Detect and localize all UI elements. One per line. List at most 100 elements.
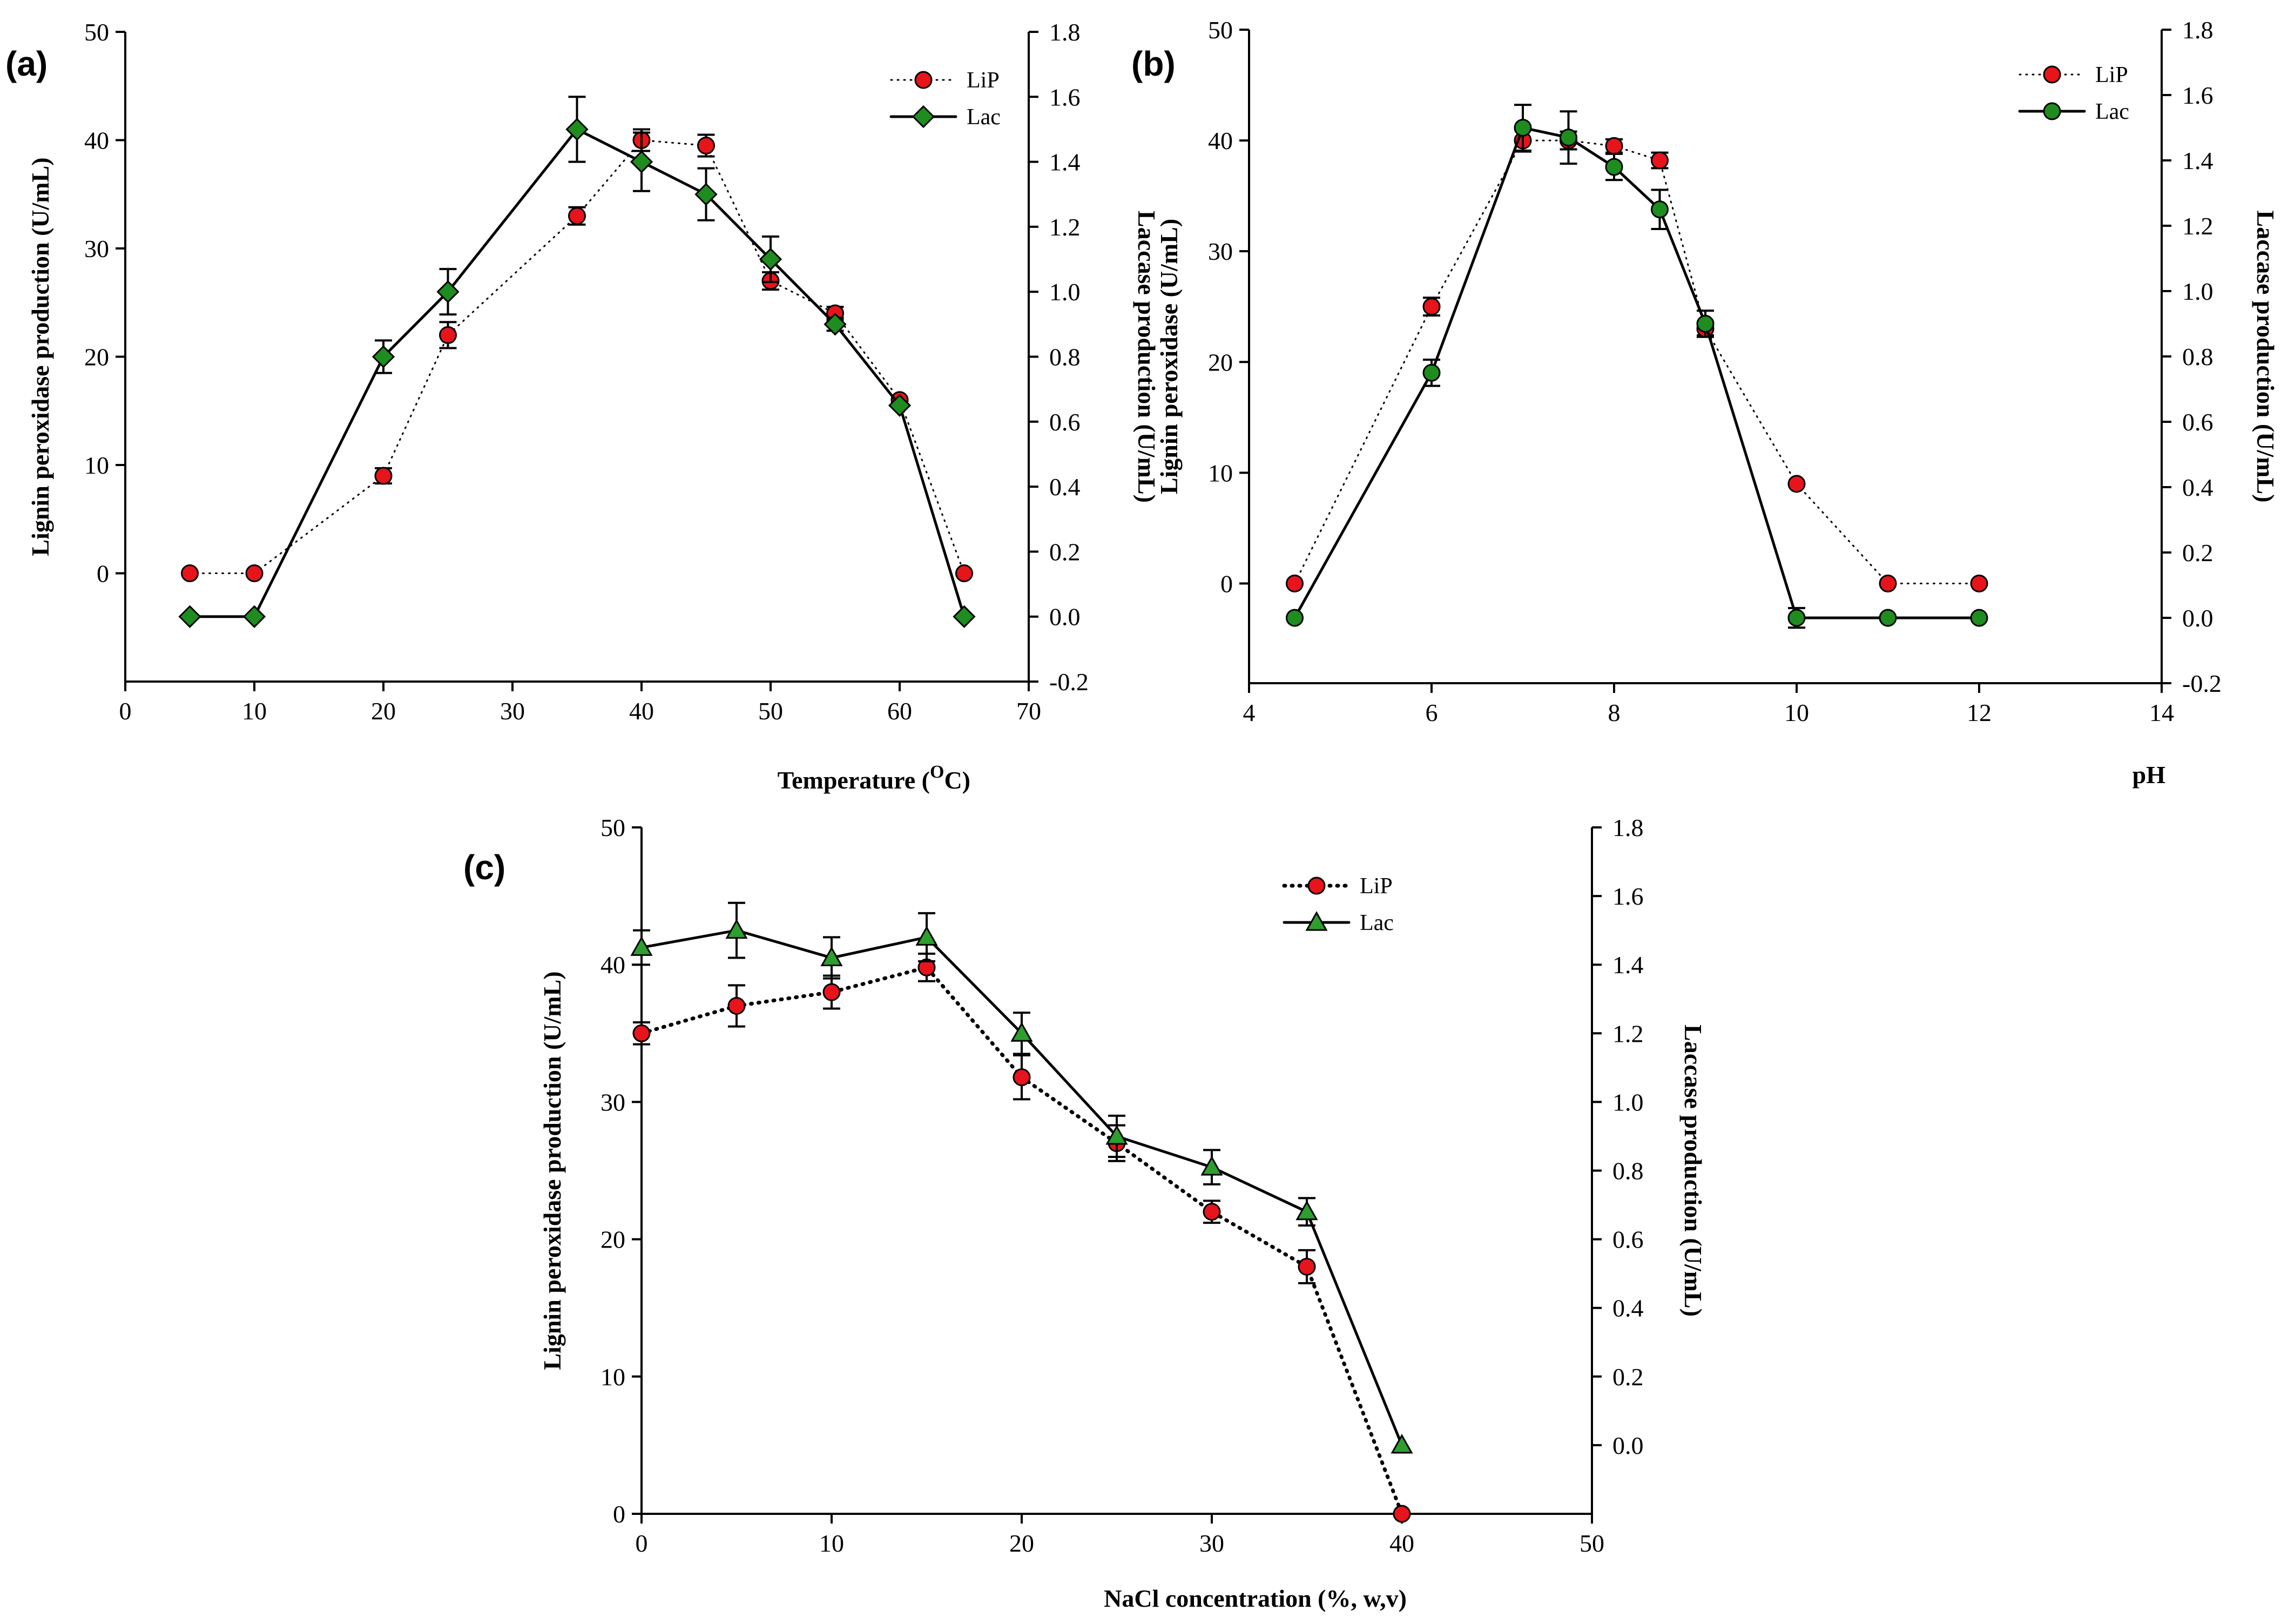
y2-tick-label: 1.2 — [1049, 213, 1081, 241]
lac-point — [953, 605, 976, 628]
y2-tick-label: 0.0 — [2182, 604, 2213, 632]
y2-tick-label: 1.6 — [2182, 82, 2213, 109]
lac-point — [1422, 363, 1441, 382]
lip-point — [1787, 475, 1806, 493]
y-tick-label: 50 — [84, 18, 109, 46]
y2-tick-label: 0.6 — [1612, 1226, 1644, 1254]
lac-point — [725, 919, 748, 939]
lac-point — [1879, 609, 1897, 627]
legend-label: Lac — [1360, 911, 1394, 935]
lac-point — [1514, 119, 1532, 137]
lac-point — [630, 936, 653, 956]
y2-tick-label: 1.2 — [2182, 212, 2213, 240]
x-tick-label: 14 — [2149, 699, 2174, 726]
lac-point — [1295, 1200, 1318, 1221]
y2-tick-label: 0.6 — [1049, 408, 1081, 436]
x-tick-label: 60 — [887, 697, 912, 725]
legend-label: LiP — [1360, 874, 1393, 899]
y2-tick-label: 1.4 — [1612, 951, 1644, 979]
lip-point — [181, 564, 199, 582]
lip-point — [697, 137, 715, 155]
x-tick-label: 4 — [1243, 699, 1256, 726]
y2-tick-label: 1.6 — [1049, 83, 1081, 111]
y2-tick-label: 0.8 — [1049, 343, 1081, 371]
x-tick-label: 0 — [119, 697, 132, 725]
x-tick-label: 10 — [242, 697, 267, 725]
panel-label: (c) — [463, 848, 505, 887]
y2-axis-title: Laccase production (U/mL) — [2252, 211, 2279, 503]
panel-c-chart: 0 10 20 30 40 50 0 10 20 30 40 50 0.0 0.2 0.4 0.6 0.8 1.0… — [463, 814, 1707, 1612]
x-tick-label: 0 — [636, 1529, 648, 1557]
lac-point — [1560, 129, 1577, 147]
x-tick-label: 20 — [1009, 1529, 1034, 1557]
y2-tick-label: 1.8 — [1049, 18, 1081, 46]
lac-point — [824, 313, 847, 336]
x-tick-label: 50 — [1580, 1529, 1604, 1557]
legend: LiP Lac — [1282, 874, 1394, 935]
y2-tick-label: 1.6 — [1612, 882, 1644, 910]
y-tick-label: 40 — [84, 127, 109, 154]
y2-tick-label: 1.4 — [1049, 149, 1081, 176]
y2-tick-label: 1.0 — [1612, 1088, 1644, 1116]
y2-tick-label: 0.4 — [1612, 1295, 1644, 1322]
x-tick-label: 6 — [1426, 699, 1438, 726]
lip-point — [568, 207, 586, 225]
lip-point — [374, 467, 393, 485]
y2-axis-title: Laccase production (U/mL) — [1133, 211, 1160, 503]
y-tick-label: 30 — [600, 1088, 625, 1116]
lip-point — [1393, 1505, 1411, 1523]
lip-point — [1879, 574, 1897, 592]
legend: LiP Lac — [889, 68, 1001, 130]
y2-tick-label: 1.8 — [2182, 16, 2213, 44]
y2-tick-label: 1.0 — [1049, 278, 1081, 306]
y-axis-title: Lignin peroxidase production (U/mL) — [26, 157, 54, 556]
lip-point — [955, 564, 973, 582]
y2-tick-label: 1.0 — [2182, 278, 2213, 305]
lip-point — [1013, 1068, 1031, 1087]
y2-tick-label: 0.0 — [1612, 1432, 1644, 1459]
x-tick-label: 8 — [1608, 699, 1621, 726]
legend-label: LiP — [2095, 63, 2128, 87]
panel-label: (a) — [5, 44, 48, 83]
legend-marker — [2043, 102, 2061, 120]
y-tick-label: 50 — [1208, 16, 1233, 44]
lac-point — [630, 150, 653, 173]
x-axis-title: pH — [2132, 761, 2166, 789]
y2-tick-label: 1.2 — [1612, 1020, 1644, 1047]
lac-point — [1391, 1433, 1413, 1454]
lac-point — [694, 183, 718, 206]
lip-point — [1970, 574, 1988, 592]
lac-point — [565, 118, 589, 141]
legend-label: Lac — [967, 105, 1001, 130]
y2-tick-label: 0.4 — [1049, 473, 1081, 501]
legend-marker — [2043, 65, 2061, 84]
lip-point — [245, 564, 264, 582]
lac-point — [1787, 609, 1806, 627]
lac-point — [888, 394, 912, 417]
legend-marker — [912, 105, 935, 129]
x-tick-label: 30 — [1199, 1529, 1224, 1557]
lac-point — [1010, 1022, 1033, 1042]
y2-tick-label: 1.8 — [1612, 814, 1644, 841]
legend-label: Lac — [2095, 99, 2129, 124]
panel-a-chart: 0 10 20 30 40 50 60 70 0 10 20 30 40 50 -0.2 0.0 0.2 0.4 0… — [5, 18, 1160, 794]
lac-series — [178, 96, 976, 628]
lac-point — [1970, 609, 1988, 627]
y-tick-label: 20 — [1208, 348, 1233, 376]
lac-point — [1286, 609, 1304, 627]
y2-tick-label: -0.2 — [1049, 668, 1089, 696]
lip-point — [1422, 298, 1441, 316]
lip-point — [1286, 574, 1304, 592]
y-tick-label: 30 — [84, 235, 109, 262]
y2-tick-label: 0.8 — [1612, 1157, 1644, 1185]
lac-point — [1605, 158, 1623, 176]
lac-point — [1105, 1124, 1128, 1145]
y-tick-label: 0 — [97, 560, 109, 588]
y2-tick-label: 0.8 — [2182, 343, 2213, 370]
y2-tick-label: 1.4 — [2182, 147, 2213, 174]
x-tick-label: 40 — [1389, 1529, 1414, 1557]
y2-tick-label: -0.2 — [2182, 670, 2222, 697]
y-tick-label: 0 — [613, 1500, 625, 1528]
x-axis-title: NaCl concentration (%, w,v) — [1104, 1585, 1407, 1612]
